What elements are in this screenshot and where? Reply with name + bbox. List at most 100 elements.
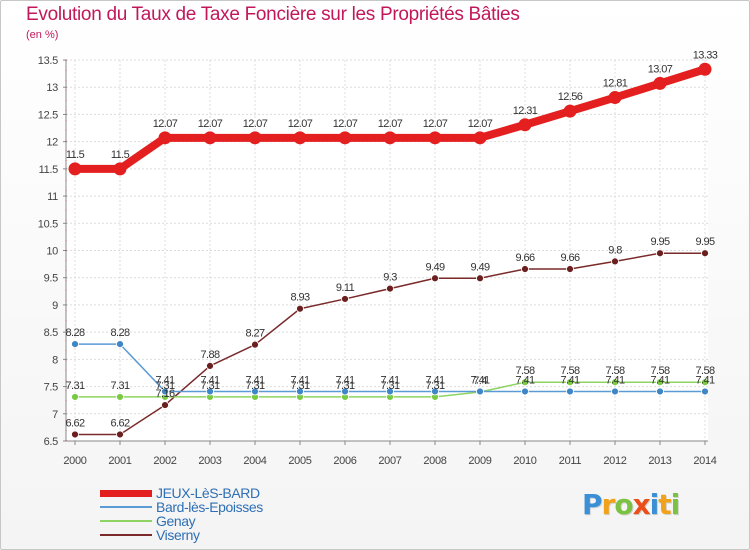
data-point	[203, 131, 217, 145]
data-point	[473, 131, 487, 145]
logo-letter: x	[632, 488, 651, 521]
data-label: 12.07	[288, 118, 313, 130]
data-point	[566, 265, 574, 273]
data-label: 9.49	[425, 261, 444, 273]
data-point	[161, 401, 169, 409]
data-label: 7.41	[560, 374, 579, 386]
data-point	[116, 340, 124, 349]
proxiti-logo: Proxiti	[582, 488, 680, 521]
data-label: 12.07	[333, 118, 358, 130]
y-tick-label: 11	[47, 191, 58, 203]
x-tick-label: 2014	[693, 455, 716, 467]
series-2	[71, 378, 709, 401]
x-tick-label: 2010	[513, 455, 536, 467]
data-point	[701, 378, 709, 387]
data-label: 7.41	[515, 374, 534, 386]
line-chart: 6.577.588.599.51010.51111.51212.51313.52…	[38, 49, 719, 467]
data-point	[521, 378, 529, 387]
data-label: 9.66	[560, 252, 579, 264]
data-point	[656, 249, 664, 258]
data-label: 13.07	[648, 63, 673, 75]
series-0	[68, 62, 712, 176]
chart-title: Evolution du Taux de Taxe Foncière sur l…	[26, 4, 520, 25]
data-label: 12.56	[558, 91, 583, 103]
data-point	[653, 76, 667, 90]
x-tick-label: 2006	[333, 455, 356, 467]
legend-item: Genay	[100, 514, 263, 528]
y-tick-label: 8.5	[44, 327, 59, 339]
legend-swatch	[100, 534, 152, 536]
data-point	[698, 62, 712, 76]
data-point	[338, 131, 352, 145]
data-label: 12.07	[153, 118, 178, 130]
logo-letter: i	[649, 488, 660, 521]
chart-unit-label: (en %)	[26, 29, 59, 41]
y-tick-label: 11.5	[39, 164, 59, 176]
data-label: 7.41	[470, 374, 489, 386]
data-label: 7.41	[245, 374, 264, 386]
data-point	[386, 387, 394, 396]
legend-item: Viserny	[100, 528, 263, 542]
data-label: 9.66	[515, 252, 534, 264]
data-label: 7.88	[200, 349, 219, 361]
data-label: 8.27	[245, 328, 264, 340]
legend-swatch	[100, 489, 152, 497]
data-label: 7.4	[473, 375, 487, 387]
legend-swatch	[100, 520, 152, 522]
data-point	[656, 378, 664, 387]
data-label: 12.07	[468, 118, 493, 130]
data-label: 9.49	[470, 261, 489, 273]
data-point	[521, 387, 529, 396]
x-tick-label: 2003	[198, 455, 221, 467]
data-label: 7.31	[290, 380, 309, 392]
data-point	[116, 393, 124, 401]
y-tick-label: 13.5	[38, 55, 58, 67]
data-point	[518, 118, 532, 132]
data-point	[608, 91, 622, 105]
logo-letter: o	[614, 488, 633, 521]
data-label: 11.5	[66, 149, 85, 161]
data-point	[251, 340, 259, 349]
data-point	[563, 104, 577, 118]
data-label: 12.81	[603, 78, 628, 90]
data-label: 7.41	[650, 374, 669, 386]
data-point	[71, 430, 79, 439]
data-point	[341, 295, 349, 303]
x-tick-label: 2008	[423, 455, 446, 467]
legend-label: Viserny	[156, 527, 200, 543]
legend-item: JEUX-LèS-BARD	[100, 486, 263, 500]
data-point	[656, 387, 664, 396]
data-point	[68, 162, 82, 176]
x-tick-label: 2013	[648, 455, 671, 467]
data-label: 8.93	[290, 292, 309, 304]
data-label: 7.58	[515, 365, 534, 377]
data-label: 7.41	[155, 374, 174, 386]
data-point	[71, 340, 79, 349]
logo-letter: t	[658, 488, 671, 521]
data-point	[611, 387, 619, 396]
data-label: 7.31	[425, 380, 444, 392]
x-tick-label: 2012	[603, 455, 626, 467]
x-tick-label: 2000	[63, 455, 86, 467]
data-point	[296, 304, 304, 313]
data-point	[206, 387, 214, 396]
data-label: 7.41	[380, 374, 399, 386]
data-label: 7.41	[695, 374, 714, 386]
data-point	[431, 387, 439, 396]
data-label: 13.33	[693, 49, 718, 61]
data-point	[701, 249, 709, 258]
x-tick-label: 2002	[153, 455, 176, 467]
y-tick-label: 9	[52, 300, 58, 312]
y-tick-label: 12.5	[38, 109, 58, 121]
data-label: 12.07	[198, 118, 223, 130]
data-point	[566, 378, 574, 387]
data-label: 12.31	[513, 105, 538, 117]
data-label: 7.58	[650, 365, 669, 377]
data-point	[113, 162, 127, 176]
y-tick-label: 10.5	[38, 218, 58, 230]
data-point	[116, 430, 124, 439]
data-point	[251, 387, 259, 396]
data-label: 7.41	[290, 374, 309, 386]
legend-label: Bard-lès-Epoisses	[156, 499, 263, 515]
data-label: 9.95	[650, 236, 669, 248]
